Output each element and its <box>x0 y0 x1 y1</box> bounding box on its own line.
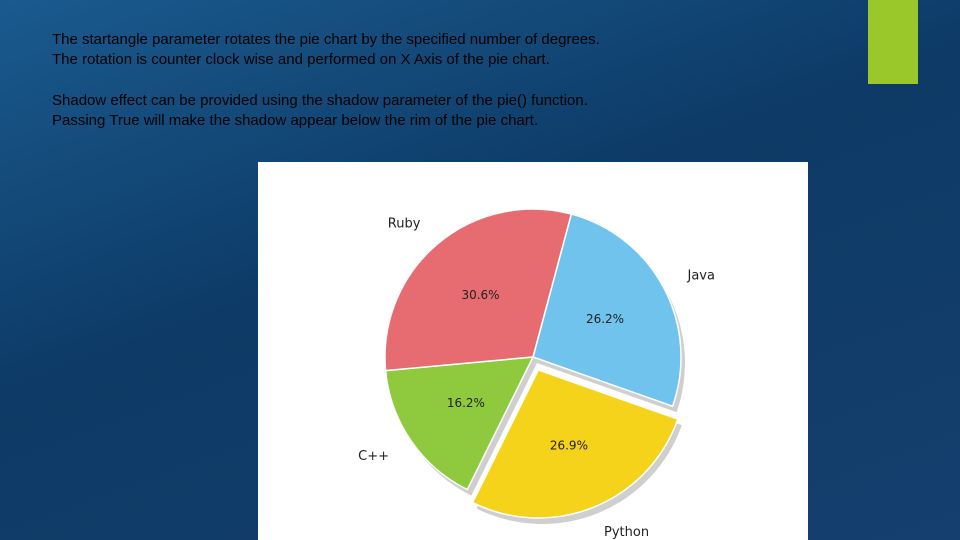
para1-line2: The rotation is counter clock wise and p… <box>52 50 840 70</box>
slice-label-ruby: Ruby <box>388 216 421 231</box>
para2-line2: Passing True will make the shadow appear… <box>52 111 840 131</box>
slice-label-java: Java <box>686 269 714 284</box>
slice-label-python: Python <box>604 525 649 540</box>
para1-line1: The startangle parameter rotates the pie… <box>52 30 840 50</box>
pct-label-ruby: 30.6% <box>461 288 499 302</box>
accent-bar <box>868 0 918 84</box>
pct-label-python: 26.9% <box>550 438 588 452</box>
pct-label-cplusplus: 16.2% <box>447 396 485 410</box>
pct-label-java: 26.2% <box>586 312 624 326</box>
slice-label-cplusplus: C++ <box>358 449 389 464</box>
slide: The startangle parameter rotates the pie… <box>0 0 960 540</box>
para2-line1: Shadow effect can be provided using the … <box>52 91 840 111</box>
description-text: The startangle parameter rotates the pie… <box>52 30 840 131</box>
chart-panel: 26.2% Java 26.9% Python 16.2% C++ 30.6% Ruby <box>258 162 808 540</box>
pie-chart: 26.2% Java 26.9% Python 16.2% C++ 30.6% Ruby <box>258 162 808 540</box>
